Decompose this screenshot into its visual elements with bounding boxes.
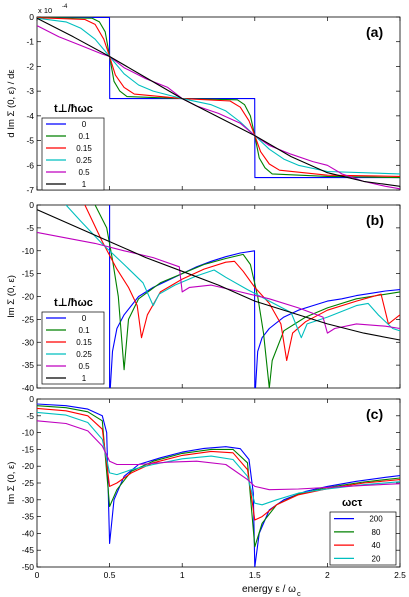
legend-label-0-1: 0.1	[78, 326, 90, 335]
legend-box	[329, 511, 397, 566]
y-tick-label: -25	[22, 478, 35, 488]
legend-label-1: 1	[82, 180, 87, 189]
series-line-0	[109, 205, 400, 388]
y-tick-label: -35	[22, 512, 35, 522]
legend-label-0-15: 0.15	[76, 144, 92, 153]
x-tick-label: 2.5	[394, 570, 406, 580]
legend: 200 80 40 20	[329, 511, 397, 566]
series-group	[37, 17, 400, 190]
x-tick-label: 0.5	[104, 570, 116, 580]
y-axis-label: Im Σ (0, ε)	[6, 462, 17, 505]
y-tick-label: -5	[26, 223, 34, 233]
series-line-0-1	[94, 205, 400, 388]
y-tick-label: -15	[22, 269, 35, 279]
legend-title: t⊥/ħωc	[54, 103, 93, 115]
series-line-unlabeled	[37, 420, 400, 491]
series-group	[37, 403, 400, 567]
series-line-80	[37, 405, 400, 548]
legend-label-0: 0	[82, 120, 87, 129]
legend-label-0-25: 0.25	[76, 350, 92, 359]
panel-label: (b)	[366, 212, 384, 228]
legend-label-20: 20	[372, 554, 381, 563]
x-tick-label: 0	[35, 570, 40, 580]
series-line-20	[37, 411, 400, 506]
y-tick-label: -5	[26, 411, 34, 421]
y-tick-label: -25	[22, 314, 35, 324]
y-tick-label: -2	[26, 61, 34, 71]
panel-a: 0 -1 -2 -3 -4 -5 -6 -7 (a) d Im Σ (0, ε) / dε x 10…	[6, 4, 401, 195]
series-line-40	[37, 407, 400, 521]
x-axis-label: energy ε / ω	[242, 584, 296, 595]
y-tick-label: -30	[22, 495, 35, 505]
series-line-1	[37, 17, 400, 187]
y-axis-label: Im Σ (0, ε)	[6, 275, 17, 318]
legend-title: ωcτ	[342, 497, 362, 509]
panel-label: (c)	[366, 406, 383, 422]
y-tick-label: -1	[26, 37, 34, 47]
legend-label-80: 80	[372, 528, 381, 537]
panel-b: 0 -5 -10 -15 -20 -25 -30 -35 -40 (b) Im Σ (0, ε) t⊥…	[6, 200, 401, 393]
series-group	[37, 205, 400, 388]
y-tick-label: -20	[22, 292, 35, 302]
y-tick-label: -45	[22, 545, 35, 555]
series-line-0-15	[84, 205, 400, 362]
x-tick-label: 1.5	[249, 570, 261, 580]
y-tick-label: -50	[22, 562, 35, 572]
legend-label-0-25: 0.25	[76, 156, 92, 165]
legend: 0 0.1 0.15 0.25 0.5 1	[41, 311, 105, 385]
legend-label-200: 200	[369, 515, 383, 524]
y-tick-label: -40	[22, 528, 35, 538]
y-tick-label: -35	[22, 360, 35, 370]
panel-label: (a)	[366, 24, 383, 40]
y-tick-label: -5	[26, 136, 34, 146]
series-line-0-25	[65, 205, 400, 339]
legend-label-40: 40	[372, 541, 381, 550]
x-axis-label-subscript: c	[297, 589, 301, 597]
y-tick-label: -6	[26, 160, 34, 170]
series-line-200	[37, 403, 400, 567]
series-line-0-25	[37, 17, 400, 175]
legend-label-0: 0	[82, 314, 87, 323]
panel-c: 0-5-10-15-20-25-30-35-40-45-500 0.5 1 1.5 2 2…	[6, 394, 406, 597]
series-line-0-15	[37, 17, 400, 177]
legend-label-0-15: 0.15	[76, 338, 92, 347]
y-tick-label: 0	[29, 394, 34, 404]
legend: 0 0.1 0.15 0.25 0.5 1	[41, 117, 105, 191]
legend-label-1: 1	[82, 374, 87, 383]
legend-label-0-5: 0.5	[78, 362, 90, 371]
y-tick-label: -10	[22, 428, 35, 438]
y-tick-label: -15	[22, 444, 35, 454]
legend-title: t⊥/ħωc	[54, 297, 93, 309]
exponent-power: -4	[62, 4, 68, 10]
legend-label-0-5: 0.5	[78, 168, 90, 177]
y-tick-label: -10	[22, 246, 35, 256]
exponent-label: x 10	[38, 6, 52, 15]
y-tick-label: -30	[22, 337, 35, 347]
legend-box	[41, 117, 105, 191]
series-line-0-5	[37, 25, 400, 190]
y-tick-label: 0	[29, 12, 34, 22]
y-tick-label: 0	[29, 200, 34, 210]
x-tick-label: 2	[325, 570, 330, 580]
y-axis-label: d Im Σ (0, ε) / dε	[6, 69, 17, 138]
y-tick-label: -4	[26, 111, 34, 121]
x-tick-label: 1	[180, 570, 185, 580]
legend-label-0-1: 0.1	[78, 132, 90, 141]
series-line-0-1	[37, 17, 400, 179]
legend-box	[41, 311, 105, 385]
series-line-1	[37, 209, 400, 341]
y-tick-label: -20	[22, 461, 35, 471]
y-tick-label: -3	[26, 86, 34, 96]
y-tick-label: -7	[26, 185, 34, 195]
y-tick-label: -40	[22, 383, 35, 393]
series-line-0	[37, 17, 400, 179]
